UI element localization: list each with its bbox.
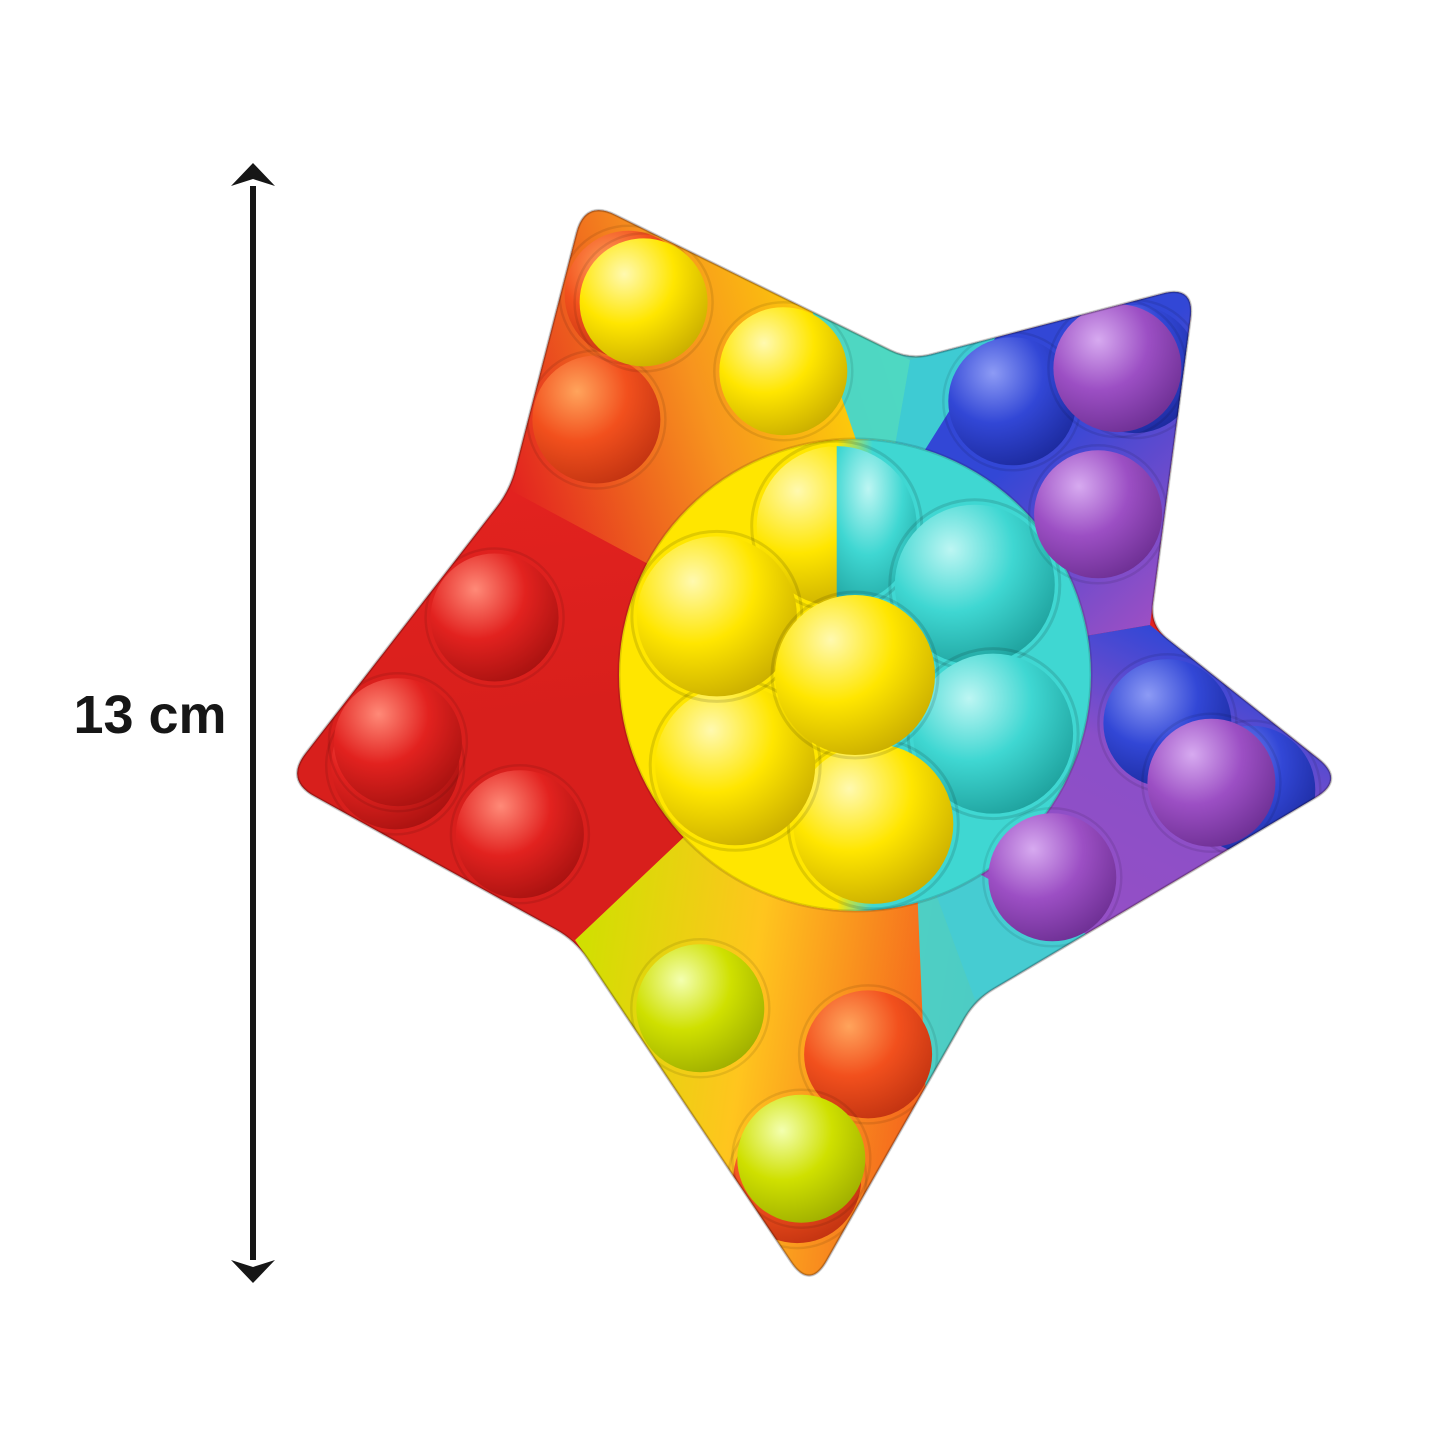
svg-text:13 cm: 13 cm (73, 685, 226, 745)
